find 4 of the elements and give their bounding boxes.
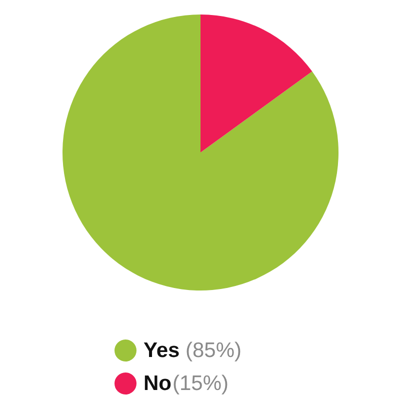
- legend-label: No: [144, 372, 172, 395]
- legend-label: Yes: [144, 339, 180, 362]
- data-label: (85%): [186, 339, 242, 362]
- data-label: (15%): [172, 372, 229, 395]
